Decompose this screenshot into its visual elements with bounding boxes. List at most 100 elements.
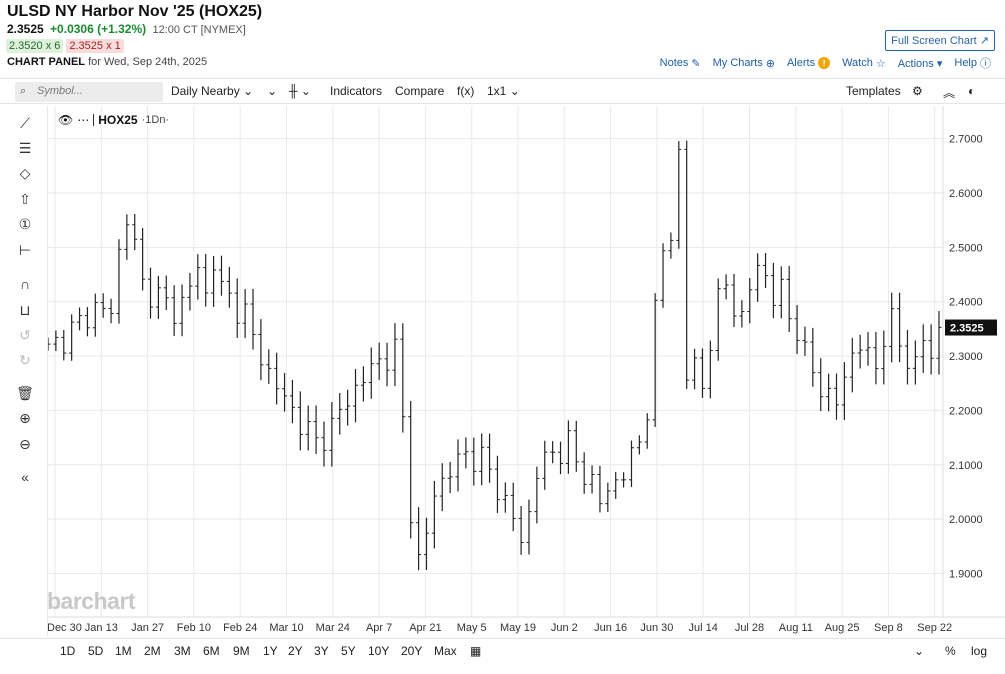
help-icon: ⓘ	[980, 58, 991, 70]
chart-legend: 👁 ⋯ HOX25 ·1Dn·	[58, 113, 169, 127]
range-20y-button[interactable]: 20Y	[401, 644, 423, 658]
legend-suffix: ·1Dn·	[141, 114, 170, 126]
range-2m-button[interactable]: 2M	[144, 644, 161, 658]
help-link[interactable]: Help ⓘ	[954, 55, 991, 71]
drawing-toolbar: ⟋ ☰ ◇ ⇧ ① ⊢ ∩ ⊔ ↺ ↻ 🗑 ⊕ ⊖ «	[0, 106, 48, 636]
barchart-watermark: barchart	[47, 588, 136, 614]
page-title: ULSD NY Harbor Nov '25 (HOX25)	[7, 3, 263, 20]
eye-icon[interactable]: 👁	[58, 113, 74, 127]
range-3m-button[interactable]: 3M	[174, 644, 191, 658]
more-icon[interactable]: ⋯	[77, 113, 90, 127]
x-tick-label: Jun 16	[594, 622, 627, 634]
undo-icon[interactable]: ↺	[19, 327, 31, 343]
x-tick-label: Jun 2	[551, 622, 578, 634]
alerts-label: Alerts	[786, 57, 816, 69]
top-links: Notes ✎ My Charts ⊕ Alerts! Watch ☆ Actions…	[660, 55, 991, 71]
y-tick-label: 1.9000	[949, 569, 983, 581]
x-tick-label: Apr 21	[409, 622, 441, 634]
layout-dropdown[interactable]: 1x1 ⌄	[487, 84, 520, 98]
y-tick-label: 2.4000	[949, 297, 983, 309]
watch-link[interactable]: Watch ☆	[842, 55, 886, 71]
x-tick-label: Sep 22	[917, 622, 952, 634]
my-charts-link[interactable]: My Charts ⊕	[713, 55, 775, 71]
x-tick-label: Jul 14	[689, 622, 718, 634]
notes-label: Notes	[659, 57, 689, 69]
bid-badge: 2.3520 x 6	[6, 39, 64, 53]
expand-down-icon[interactable]: ⌄	[914, 644, 925, 658]
zoom-in-icon[interactable]: ⊕	[19, 410, 31, 426]
collapse-left-icon[interactable]: «	[21, 469, 29, 485]
legend-divider	[93, 114, 95, 126]
y-tick-label: 2.7000	[949, 134, 983, 146]
magnet-icon[interactable]: ∩	[19, 276, 31, 292]
range-bar: 1D 5D 1M 2M 3M 6M 9M 1Y 2Y 3Y 5Y 10Y 20Y Max ▦ ⌄ % lo…	[0, 638, 1005, 662]
range-5y-button[interactable]: 5Y	[341, 644, 356, 658]
x-tick-label: Jul 28	[735, 622, 764, 634]
arrow-tool-icon[interactable]: ⇧	[19, 191, 31, 207]
compare-button[interactable]: Compare	[395, 84, 445, 98]
last-price-label: 2.3525	[950, 323, 984, 335]
trendline-tool-icon[interactable]: ⟋	[20, 115, 30, 131]
x-tick-label: Mar 10	[269, 622, 303, 634]
measure-tool-icon[interactable]: ⊢	[18, 242, 32, 258]
price-change: +0.0306 (+1.32%)	[50, 22, 147, 36]
shape-tool-icon[interactable]: ◇	[19, 165, 31, 181]
price-chart[interactable]: Dec 30 Jan 13 Jan 27 Feb 10 Feb 24 Mar 10 Mar …	[45, 106, 1005, 643]
quote-line: 2.3525 +0.0306 (+1.32%) 12:00 CT [NYMEX]	[7, 22, 246, 36]
lock-icon[interactable]: ⊔	[19, 302, 31, 318]
price-chart-svg[interactable]: Dec 30 Jan 13 Jan 27 Feb 10 Feb 24 Mar 10 Mar …	[45, 106, 1005, 638]
fib-tool-icon[interactable]: ☰	[18, 140, 32, 156]
watch-label: Watch	[842, 57, 873, 69]
zoom-out-icon[interactable]: ⊖	[19, 436, 31, 452]
range-1d-button[interactable]: 1D	[60, 644, 76, 658]
indicators-button[interactable]: Indicators	[330, 84, 383, 98]
interval-dropdown[interactable]: Daily Nearby ⌄	[171, 84, 254, 98]
percent-toggle[interactable]: %	[945, 644, 956, 658]
trash-icon[interactable]: 🗑	[16, 385, 34, 401]
y-tick-label: 2.6000	[949, 188, 983, 200]
number-tool-icon[interactable]: ①	[18, 216, 32, 232]
last-price-tag	[945, 319, 997, 336]
y-tick-label: 2.1000	[949, 460, 983, 472]
range-6m-button[interactable]: 6M	[203, 644, 220, 658]
bid-ask: 2.3520 x 6 2.3525 x 1	[6, 39, 124, 53]
bar-style-dropdown[interactable]: ╫ ⌄	[289, 84, 311, 98]
collapse-up-icon[interactable]: ︽	[943, 86, 956, 100]
x-tick-label: Feb 10	[177, 622, 211, 634]
x-tick-label: May 19	[500, 622, 536, 634]
ohlc-icon: ╫	[289, 84, 298, 98]
range-1m-button[interactable]: 1M	[115, 644, 132, 658]
x-tick-label: Jan 13	[85, 622, 118, 634]
plus-circle-icon: ⊕	[765, 57, 775, 70]
dark-mode-icon[interactable]: ◐	[968, 84, 976, 98]
symbol-search-input[interactable]: ⌕ Symbol...	[15, 82, 163, 102]
alert-icon: !	[818, 57, 831, 69]
range-1y-button[interactable]: 1Y	[263, 644, 278, 658]
templates-button[interactable]: Templates	[846, 84, 901, 98]
gear-icon[interactable]: ⚙	[912, 84, 923, 98]
full-screen-chart-button[interactable]: Full Screen Chart ↗	[885, 30, 995, 51]
quote-time: 12:00 CT [NYMEX]	[152, 24, 246, 36]
fx-button[interactable]: f(x)	[457, 84, 475, 98]
y-tick-label: 2.3000	[949, 351, 983, 363]
range-max-button[interactable]: Max	[434, 644, 457, 658]
notes-link[interactable]: Notes ✎	[660, 55, 701, 71]
range-10y-button[interactable]: 10Y	[368, 644, 390, 658]
range-2y-button[interactable]: 2Y	[288, 644, 303, 658]
range-3y-button[interactable]: 3Y	[314, 644, 329, 658]
alerts-link[interactable]: Alerts!	[786, 55, 831, 71]
calendar-icon[interactable]: ▦	[470, 644, 482, 658]
search-placeholder: Symbol...	[37, 85, 83, 97]
x-tick-label: Sep 8	[874, 622, 903, 634]
chart-toolbar: ⌕ Symbol... Daily Nearby ⌄ ⌄ ╫ ⌄ Indicat…	[0, 78, 1005, 104]
chart-panel-label: CHART PANEL for Wed, Sep 24th, 2025	[7, 56, 207, 68]
redo-icon[interactable]: ↻	[19, 352, 31, 368]
log-toggle[interactable]: log	[971, 644, 988, 658]
x-tick-label: Aug 11	[779, 622, 813, 634]
my-charts-label: My Charts	[712, 57, 763, 69]
range-5d-button[interactable]: 5D	[88, 644, 104, 658]
actions-menu[interactable]: Actions ▾	[897, 57, 943, 70]
range-9m-button[interactable]: 9M	[233, 644, 250, 658]
panel-date: for Wed, Sep 24th, 2025	[88, 56, 208, 68]
chart-type-dropdown[interactable]: ⌄	[267, 84, 278, 98]
